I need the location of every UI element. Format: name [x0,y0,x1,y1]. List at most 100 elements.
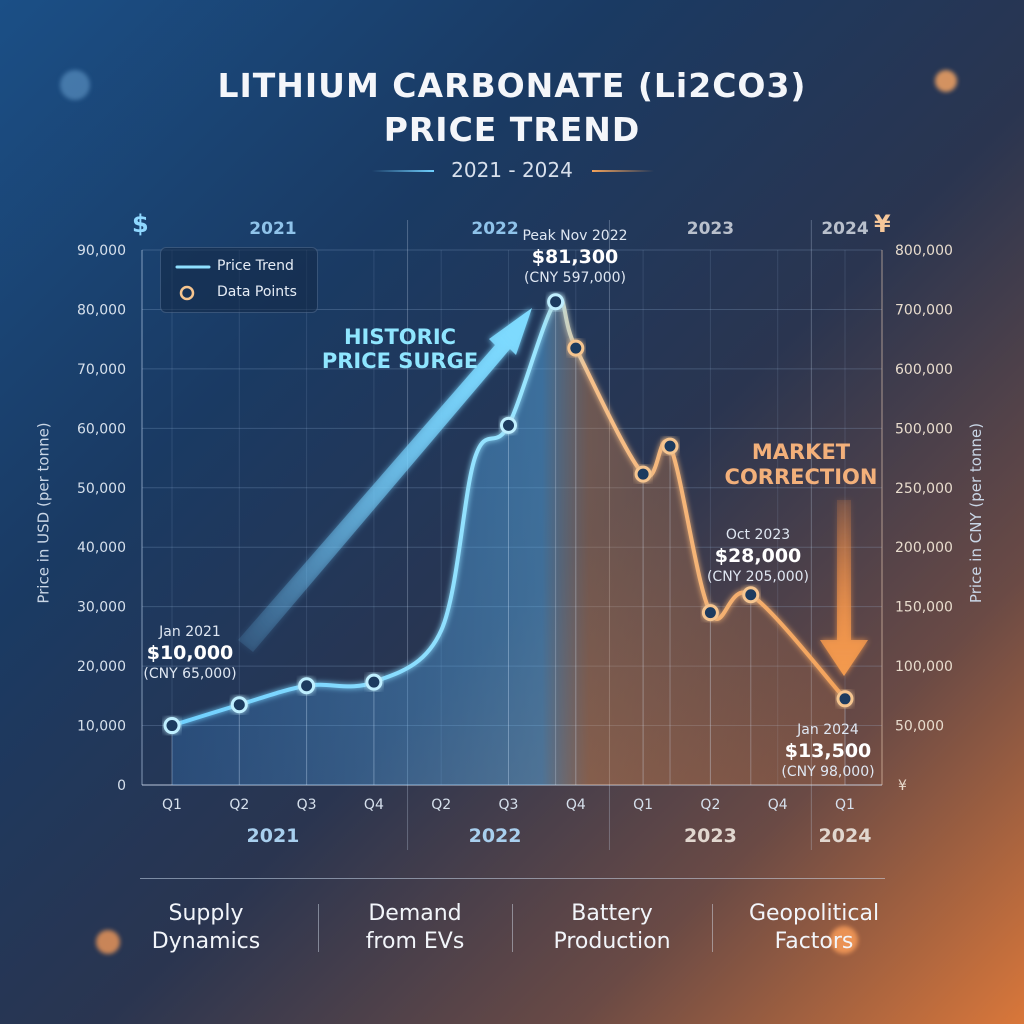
legend-line-label: Price Trend [217,258,294,274]
legend-points-label: Data Points [217,284,297,300]
y-tick-label-right: 600,000 [895,362,953,378]
data-point [567,339,585,357]
x-tick-label: Q3 [499,797,519,813]
subtitle-rule-right [592,170,654,172]
annotation-peak-date: Peak Nov 2022 [522,228,627,244]
x-tick-label: Q2 [229,797,249,813]
annotation-start-cny: (CNY 65,000) [143,666,236,682]
year-label-top: 2024 [821,219,868,239]
factor-battery: Battery Production [512,900,712,956]
chart-legend: Price Trend Data Points [160,247,318,313]
surge-label-line1: HISTORIC [344,325,456,349]
chart-title-line2: PRICE TREND [383,110,641,149]
decor-glow-bottom-right [830,926,858,954]
data-point [298,677,316,695]
data-point [163,717,181,735]
decor-glow-bottom-left [96,930,120,954]
price-area-fill [172,298,845,785]
y-tick-label-left: 60,000 [77,421,126,437]
annotation-oct-date: Oct 2023 [726,527,790,543]
data-point [742,586,760,604]
year-label-top: 2022 [471,219,518,239]
axis-layer: 0 ¥10,000 50,000 20,000 100,000 30,000 150,000… [77,219,953,847]
x-tick-label: Q1 [633,797,653,813]
annotation-peak-value: $81,300 [532,246,619,268]
surge-arrow-icon [238,308,532,652]
factor-battery-line1: Battery [571,901,653,926]
annotation-oct-cny: (CNY 205,000) [707,569,809,585]
factor-separator [512,904,513,952]
marker-layer [163,293,854,735]
y-tick-label-right: 150,000 [895,600,953,616]
year-label-bottom: 2021 [247,825,300,847]
annotation-start-value: $10,000 [147,642,234,664]
factor-supply: Supply Dynamics [106,900,306,956]
y-tick-label-right: 200,000 [895,540,953,556]
currency-cny-symbol: ¥ [874,210,891,238]
x-tick-label: Q1 [162,797,182,813]
factor-geopolitical-line1: Geopolitical [748,901,880,926]
y-tick-label-left: 30,000 [77,600,126,616]
y-tick-label-left: 80,000 [77,302,126,318]
x-tick-label: Q4 [566,797,586,813]
y-tick-label-right: 700,000 [895,302,953,318]
x-tick-label: Q3 [297,797,317,813]
y-tick-label-right: 500,000 [895,421,953,437]
legend-line-swatch [175,265,211,269]
year-label-bottom: 2022 [469,825,522,847]
correction-label-line2: CORRECTION [725,465,878,489]
y-tick-label-right: 100,000 [895,659,953,675]
y-tick-label-right: 800,000 [895,243,953,259]
y-tick-label-left: 50,000 [77,481,126,497]
factor-geopolitical-line2: Factors [774,929,854,954]
y-tick-label-left: 10,000 [77,719,126,735]
factor-demand: Demand from EVs [315,900,515,956]
correction-arrow-icon [820,500,868,676]
factor-battery-line2: Production [553,929,671,954]
factors-divider [140,878,885,879]
data-point [634,465,652,483]
factor-separator [318,904,319,952]
annotation-start-date: Jan 2021 [158,624,221,640]
factor-demand-line1: Demand [368,901,462,926]
x-tick-label: Q2 [431,797,451,813]
data-point [500,416,517,434]
decor-glow-left [60,70,90,100]
currency-usd-symbol: $ [132,210,149,238]
y-tick-label-right: ¥ [898,778,907,794]
surge-label-line2: PRICE SURGE [322,349,478,373]
chart-title-line1: LITHIUM CARBONATE (Li2CO3) [217,66,807,105]
arrow-layer [238,308,868,676]
factor-supply-line2: Dynamics [151,929,261,954]
annotation-end-value: $13,500 [785,740,872,762]
chart-subtitle: 2021 - 2024 [451,158,573,182]
y-tick-label-right: 250,000 [895,481,953,497]
data-point [230,696,248,714]
factor-geopolitical: Geopolitical Factors [714,900,914,956]
x-tick-label: Q4 [768,797,788,813]
year-label-top: 2021 [249,219,296,239]
y-tick-label-left: 70,000 [77,362,126,378]
y-tick-label-left: 20,000 [77,659,126,675]
annotation-peak-cny: (CNY 597,000) [524,270,626,286]
year-label-bottom: 2023 [684,825,737,847]
data-point [547,293,565,311]
year-label-top: 2023 [687,219,734,239]
y-tick-label-right: 50,000 [895,719,944,735]
annotation-end-date: Jan 2024 [796,722,859,738]
factor-demand-line2: from EVs [365,929,465,954]
data-point [661,437,679,455]
x-tick-label: Q1 [835,797,855,813]
year-label-bottom: 2024 [819,825,872,847]
subtitle-rule-left [372,170,434,172]
factor-separator [712,904,713,952]
area-layer [171,298,846,785]
data-point [701,604,719,622]
factor-supply-line1: Supply [168,901,244,926]
correction-label-line1: MARKET [752,440,851,464]
data-point [836,690,854,708]
data-point [365,673,383,691]
decor-glow-right [935,70,957,92]
